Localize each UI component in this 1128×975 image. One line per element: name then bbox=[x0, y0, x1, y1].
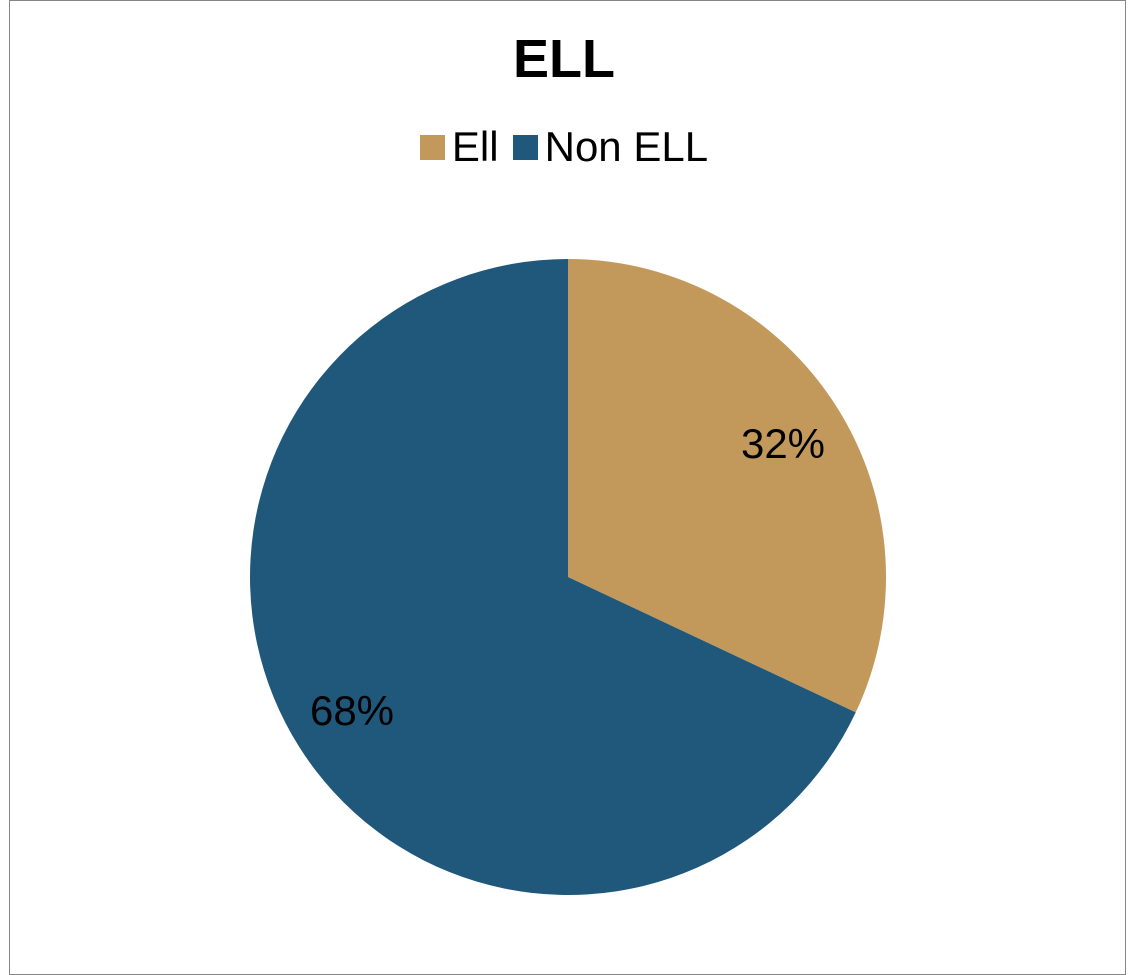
pie-slice-ell bbox=[568, 259, 887, 713]
pie-slice-non-ell bbox=[250, 259, 856, 895]
legend-label-ell: Ell bbox=[451, 123, 499, 170]
legend-swatch-ell bbox=[419, 134, 445, 160]
data-label-non-ell: 68% bbox=[310, 687, 394, 734]
legend-label-non-ell: Non ELL bbox=[544, 123, 709, 170]
chart-title: ELL bbox=[513, 29, 615, 89]
legend-item-non-ell: Non ELL bbox=[512, 123, 709, 171]
data-label-ell: 32% bbox=[741, 420, 825, 467]
legend-swatch-non-ell bbox=[512, 134, 538, 160]
legend-item-ell: Ell bbox=[419, 123, 499, 171]
chart-legend: Ell Non ELL bbox=[0, 123, 1128, 171]
